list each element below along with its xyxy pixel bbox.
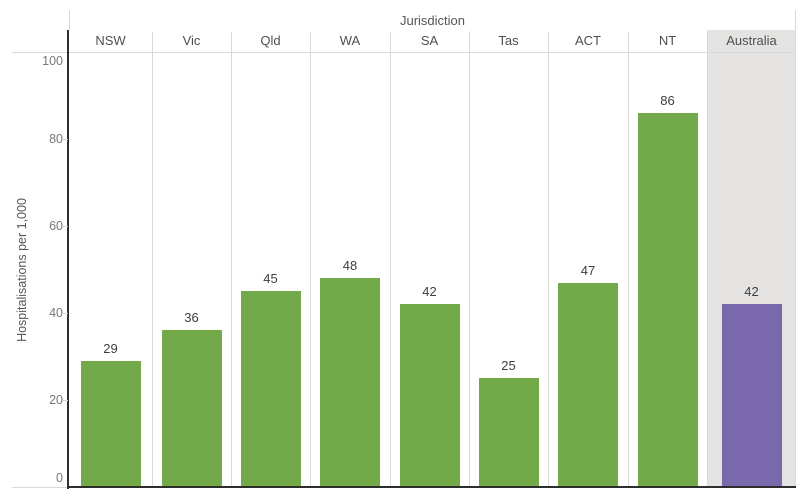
bar-tas[interactable] [478,378,539,486]
bar-vic[interactable] [161,330,222,486]
column-separator [628,32,629,487]
bar-value-label: 42 [744,284,759,300]
x-axis-line [67,486,796,488]
y-tick-label: 100 [42,54,63,68]
y-tick-label: 20 [49,393,63,407]
bar-value-label: 48 [342,258,358,274]
y-tick-mark [63,226,68,227]
bar-nt[interactable] [637,112,698,486]
bar-australia[interactable] [721,304,782,486]
column-header-australia[interactable]: Australia [726,33,777,48]
bar-value-label: 86 [660,92,675,108]
baseline-extension [12,487,69,488]
bar-sa[interactable] [399,304,460,486]
y-tick-label: 40 [49,306,63,320]
column-separator [310,32,311,487]
bar-qld[interactable] [240,291,301,486]
column-header-vic[interactable]: Vic [182,33,201,48]
column-header-nt[interactable]: NT [658,33,677,48]
y-tick-label: 0 [56,471,63,485]
y-tick-label: 80 [49,132,63,146]
bar-wa[interactable] [320,278,380,486]
column-header-wa[interactable]: WA [339,33,361,48]
axis-top-ruler [12,52,796,53]
bar-value-label: 45 [263,271,278,287]
bar-value-label: 25 [501,358,516,374]
bar-value-label: 29 [103,340,118,356]
plot-right-border [795,10,796,487]
bar-act[interactable] [558,282,618,486]
column-separator [390,32,391,487]
column-separator [231,32,232,487]
column-field-label: Jurisdiction [399,13,466,28]
bar-value-label: 36 [184,310,199,326]
bar-value-label: 47 [580,262,596,278]
bar-nsw[interactable] [80,360,141,486]
column-header-tas[interactable]: Tas [498,33,519,48]
y-axis-line [67,30,69,489]
y-tick-mark [63,313,68,314]
column-separator [152,32,153,487]
bar-value-label: 42 [422,284,437,300]
column-separator [707,32,708,487]
y-tick-label: 60 [49,219,63,233]
header-left-border [69,10,70,30]
column-separator [469,32,470,487]
column-header-qld[interactable]: Qld [260,33,281,48]
column-separator [548,32,549,487]
y-tick-mark [63,139,68,140]
y-tick-mark [63,400,68,401]
column-header-sa[interactable]: SA [420,33,439,48]
column-header-nsw[interactable]: NSW [95,33,126,48]
column-header-act[interactable]: ACT [575,33,601,48]
